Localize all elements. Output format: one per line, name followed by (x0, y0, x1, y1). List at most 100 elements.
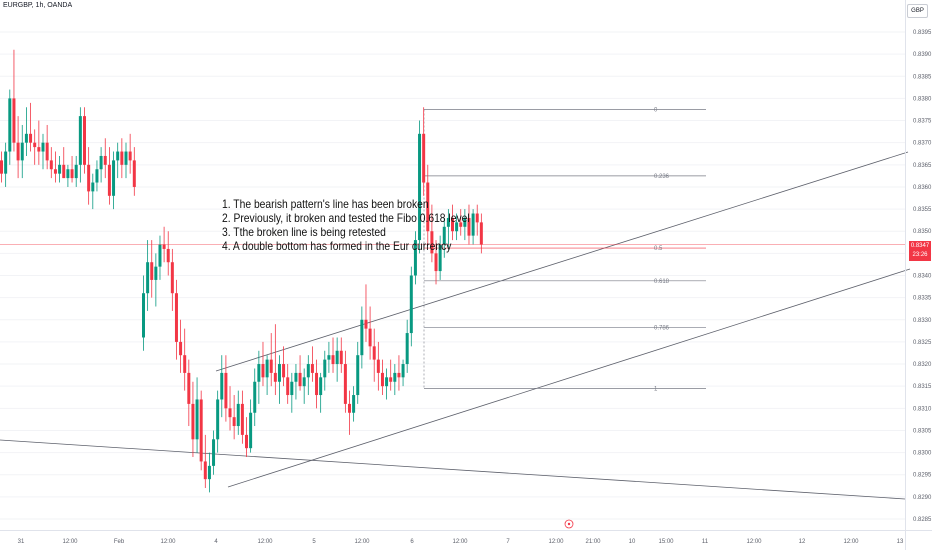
candle (195, 377, 199, 453)
candle-body (95, 169, 99, 183)
candle-body (70, 169, 74, 179)
candle (212, 430, 216, 475)
candle-body (319, 377, 323, 396)
annotation-line-4: 4. A double bottom has formed in the Eur… (222, 239, 452, 253)
symbol-header[interactable]: EURGBP, 1h, OANDA (3, 2, 73, 9)
candle (158, 235, 162, 280)
time-tick-label: 12:00 (257, 539, 273, 545)
candle-body (294, 372, 298, 382)
candle (0, 151, 3, 183)
candle (405, 319, 409, 373)
fib-level-label: 1 (654, 386, 658, 392)
candle-body (78, 116, 82, 165)
candle (154, 253, 158, 307)
candle-body (405, 333, 409, 365)
candle (360, 306, 364, 369)
candle-body (364, 319, 368, 329)
candle-body (335, 350, 339, 365)
fib-level-label: 0.618 (654, 279, 670, 285)
candle-body (4, 151, 8, 174)
candle (116, 142, 120, 179)
candle-body (273, 372, 277, 382)
candle-body (339, 350, 343, 365)
candle-body (37, 147, 41, 152)
candle (385, 368, 389, 400)
candle-body (385, 377, 389, 387)
candle (273, 324, 277, 396)
candle-body (166, 248, 170, 263)
candle (207, 452, 211, 493)
time-tick-label: 12:00 (548, 539, 564, 545)
candle-body (380, 372, 384, 387)
time-tick-label: 21:00 (585, 539, 601, 545)
candle-body (475, 213, 479, 223)
candle-body (348, 403, 351, 413)
candle-body (49, 160, 53, 170)
candle (8, 89, 12, 165)
candle (183, 328, 187, 391)
price-tick-label: 0.8315 (913, 384, 932, 390)
candle (352, 386, 356, 422)
price-tick-label: 0.8285 (913, 517, 932, 523)
candle (174, 279, 178, 360)
candle (401, 359, 405, 387)
candle (290, 372, 294, 413)
fibonacci-retracement: 0 0.236 0.5 0.618 0.786 1 (423, 107, 706, 392)
candle (170, 248, 174, 311)
candle (166, 231, 170, 276)
time-tick-label: 31 (18, 539, 25, 545)
candle-body (195, 399, 199, 440)
candle-body (426, 182, 430, 232)
candle (179, 319, 183, 373)
candle-body (224, 372, 228, 409)
candle (62, 147, 66, 179)
candle (368, 306, 372, 360)
price-tick-label: 0.8320 (913, 362, 932, 368)
candle-body (455, 222, 459, 232)
candle (78, 107, 82, 183)
annotation-text[interactable]: 1. The bearish pattern's line has been b… (222, 197, 470, 253)
candle-body (451, 217, 454, 232)
candle (471, 209, 475, 245)
candle-body (434, 253, 438, 272)
time-tick-label: 5 (312, 539, 316, 545)
candle-body (327, 355, 331, 360)
time-tick-label: 10 (629, 539, 636, 545)
currency-selector[interactable]: GBP (907, 4, 928, 18)
price-tick-label: 0.8325 (913, 340, 932, 346)
candles (0, 49, 483, 493)
price-tick-label: 0.8295 (913, 473, 932, 479)
current-price-value: 0.8347 (910, 243, 930, 249)
candle-body (158, 244, 162, 267)
candle (393, 364, 397, 396)
candle-body (162, 244, 166, 249)
candle (451, 204, 454, 241)
price-tick-label: 0.8360 (913, 185, 932, 191)
candle-body (53, 169, 57, 174)
annotation-line-1: 1. The bearish pattern's line has been b… (222, 197, 429, 211)
candle (58, 155, 62, 183)
candle (277, 355, 281, 404)
candle-body (249, 412, 253, 449)
time-tick-label: 6 (410, 539, 414, 545)
candle-body (179, 341, 183, 356)
candle-body (422, 133, 426, 183)
candle-body (360, 319, 364, 356)
candle (74, 155, 78, 187)
candle (261, 341, 265, 387)
candle (438, 235, 442, 280)
fib-level-label: 0.5 (654, 246, 663, 252)
candle (446, 209, 450, 249)
candle (216, 390, 220, 453)
candle-body (397, 372, 401, 378)
price-tick-label: 0.8370 (913, 141, 932, 147)
candle-body (232, 417, 236, 427)
price-tick-label: 0.8390 (913, 52, 932, 58)
candle-body (401, 364, 405, 378)
price-axis: 0.8395 0.8390 0.8385 0.8380 0.8375 0.8370 0.83… (905, 0, 932, 550)
price-tick-label: 0.8335 (913, 296, 932, 302)
time-axis: 31 12:00 Feb 12:00 4 12:00 5 12:00 6 12:00 7 12:00 2… (0, 530, 932, 545)
candle (29, 102, 33, 152)
